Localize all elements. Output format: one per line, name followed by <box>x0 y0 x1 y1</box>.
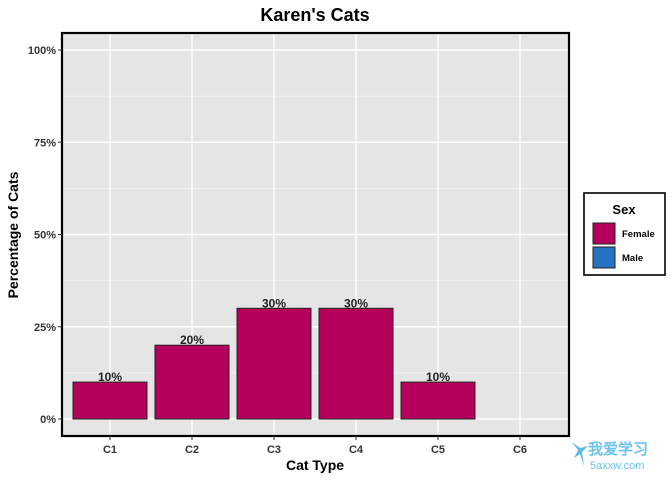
legend: Sex Female Male <box>583 192 666 276</box>
watermark-cn-text: 我爱学习 <box>588 440 648 458</box>
data-label: 30% <box>262 296 286 310</box>
bar-female-c5 <box>400 381 476 420</box>
data-label: 20% <box>180 333 204 347</box>
legend-key-female <box>592 222 616 245</box>
bar-female-c2 <box>154 344 230 420</box>
x-tick-label: C5 <box>431 444 445 456</box>
data-label: 10% <box>98 370 122 384</box>
x-tick-label: C3 <box>267 444 281 456</box>
y-axis-label: Percentage of Cats <box>5 171 21 298</box>
data-label: 10% <box>426 370 450 384</box>
watermark: 我爱学习 5axxw.com <box>566 436 666 476</box>
legend-label-male: Male <box>622 253 643 264</box>
x-tick-label: C4 <box>349 444 364 456</box>
x-axis: C1 C2 C3 C4 C5 C6 <box>103 436 527 456</box>
y-tick-label: 25% <box>34 322 56 334</box>
y-axis: 0% 25% 50% 75% 100% <box>28 45 62 426</box>
bar-female-c3 <box>236 307 312 420</box>
bars <box>72 307 476 420</box>
bar-female-c4 <box>318 307 394 420</box>
y-tick-label: 100% <box>28 45 56 57</box>
x-tick-label: C6 <box>513 444 527 456</box>
x-tick-label: C2 <box>185 444 199 456</box>
y-tick-label: 50% <box>34 230 56 242</box>
bar-female-c1 <box>72 381 148 420</box>
legend-title: Sex <box>612 202 636 217</box>
legend-key-male <box>592 246 616 269</box>
chart-title: Karen's Cats <box>260 5 369 25</box>
x-tick-label: C1 <box>103 444 117 456</box>
y-tick-label: 0% <box>40 414 56 426</box>
watermark-logo: 我爱学习 5axxw.com <box>572 440 648 472</box>
watermark-url: 5axxw.com <box>590 460 644 472</box>
y-tick-label: 75% <box>34 137 56 149</box>
data-labels: 10% 20% 30% 30% 10% <box>98 296 450 384</box>
data-label: 30% <box>344 296 368 310</box>
legend-label-female: Female <box>622 229 655 240</box>
x-axis-label: Cat Type <box>286 457 344 473</box>
runner-icon <box>572 442 588 466</box>
